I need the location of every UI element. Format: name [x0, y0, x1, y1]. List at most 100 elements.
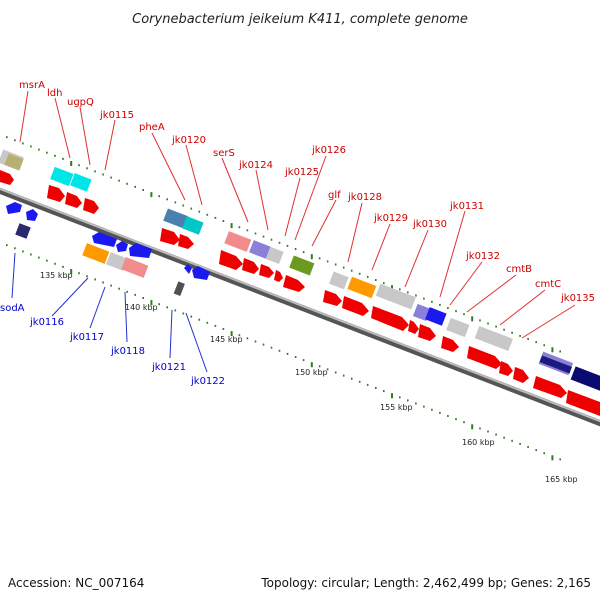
gene-box: [570, 366, 600, 392]
scale-tick: [559, 350, 561, 353]
scale-tick: [431, 408, 433, 411]
scale-tick: [142, 297, 144, 299]
gene-label-jk0135: jk0135: [560, 293, 595, 304]
scale-tick: [302, 359, 305, 362]
scale-tick: [366, 275, 369, 278]
scale-tick: [527, 338, 529, 340]
scale-tick: [262, 235, 265, 238]
scale-tick: [110, 284, 112, 287]
gene-label-jk0122: jk0122: [190, 376, 225, 387]
scale-tick: [559, 458, 561, 461]
scale-tick: [487, 322, 489, 325]
scale-tick: [535, 341, 537, 344]
scale-tick: [70, 269, 73, 274]
scale-tick: [54, 154, 56, 157]
scale-tick: [270, 238, 273, 241]
gene-box: [173, 281, 185, 296]
scale-tick: [487, 430, 489, 433]
scale-tick: [174, 201, 177, 204]
scale-tick: [238, 226, 241, 229]
gene-label-jk0115: jk0115: [99, 110, 134, 121]
scale-tick: [479, 319, 481, 322]
scale-label-155kbp: 155 kbp: [380, 403, 413, 412]
gene-arrow: [0, 170, 14, 185]
scale-tick: [326, 260, 329, 263]
scale-tick: [391, 285, 393, 291]
scale-tick: [158, 195, 160, 198]
gene-arrow: [418, 324, 436, 341]
topology-text: Topology: circular; Length: 2,462,499 bp…: [260, 576, 591, 590]
scale-tick: [511, 331, 513, 334]
scale-tick: [326, 368, 329, 371]
scale-tick: [278, 241, 281, 244]
scale-tick: [254, 232, 257, 235]
gene-label-jk0130: jk0130: [412, 219, 447, 230]
scale-tick: [182, 204, 185, 207]
gene-label-jk0116: jk0116: [29, 317, 64, 328]
gene-arrow: [192, 266, 210, 280]
scale-tick: [495, 325, 497, 328]
scale-tick: [118, 179, 120, 182]
scale-tick: [118, 287, 120, 290]
gene-box: [163, 208, 189, 229]
scale-tick: [471, 424, 474, 430]
scale-tick: [431, 300, 433, 303]
scale-tick: [206, 321, 209, 324]
scale-tick: [551, 347, 554, 353]
scale-tick: [230, 331, 233, 337]
gene-label-ldh: ldh: [47, 88, 62, 99]
gene-box: [106, 252, 128, 271]
scale-tick: [246, 337, 249, 340]
scale-tick: [270, 346, 273, 349]
scale-tick: [302, 251, 305, 254]
scale-tick: [519, 334, 521, 337]
scale-tick: [455, 418, 457, 421]
scale-tick: [447, 307, 449, 309]
gene-box: [50, 166, 74, 187]
gene-label-jk0131: jk0131: [449, 201, 484, 212]
gene-arrow: [371, 306, 409, 331]
scale-tick: [62, 265, 64, 268]
label-leader-lines: [11, 90, 576, 373]
scale-tick: [38, 256, 40, 259]
gene-box: [446, 317, 470, 338]
scale-tick: [102, 281, 104, 284]
scale-tick: [78, 164, 80, 167]
scale-tick: [383, 390, 385, 393]
gene-arrow: [408, 320, 419, 334]
gene-box: [224, 231, 252, 252]
reverse-strand-genes: [6, 202, 210, 296]
scale-tick: [110, 176, 112, 179]
scale-ticks: [6, 136, 561, 461]
scale-tick: [495, 433, 497, 436]
gene-arrow: [441, 336, 459, 352]
scale-tick: [30, 253, 32, 256]
scale-tick: [246, 229, 249, 232]
scale-tick: [30, 145, 32, 148]
gene-label-msrA: msrA: [19, 80, 45, 91]
scale-tick: [94, 278, 96, 281]
scale-tick: [190, 315, 193, 318]
scale-tick: [358, 380, 361, 383]
gene-box: [474, 325, 513, 351]
scale-tick: [543, 452, 545, 455]
gene-box: [249, 240, 271, 259]
scale-tick: [358, 272, 361, 275]
scale-tick: [214, 216, 217, 219]
map-title: Corynebacterium jeikeium K411, complete …: [132, 12, 468, 27]
scale-label-145kbp: 145 kbp: [210, 335, 243, 344]
scale-tick: [399, 396, 401, 399]
gene-label-jk0132: jk0132: [465, 251, 500, 262]
scale-tick: [254, 340, 257, 343]
gene-arrow: [184, 264, 192, 274]
scale-tick: [511, 439, 513, 442]
scale-tick: [46, 259, 48, 262]
gene-box: [82, 243, 110, 264]
gene-label-ugpQ: ugpQ: [67, 97, 94, 108]
scale-tick: [126, 182, 128, 185]
scale-tick: [198, 210, 201, 213]
scale-tick: [70, 161, 73, 166]
scale-tick: [318, 257, 321, 260]
scale-tick: [166, 198, 168, 201]
